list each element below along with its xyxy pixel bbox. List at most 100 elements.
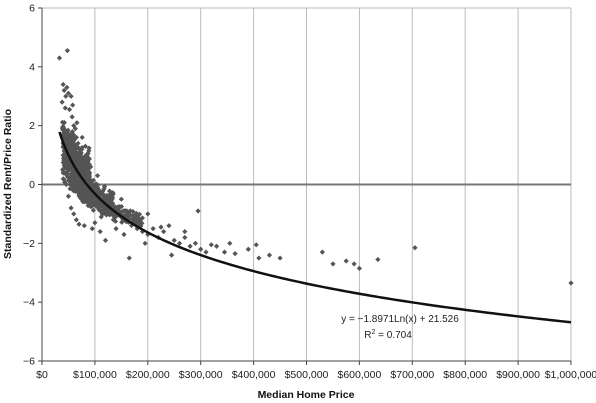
y-axis-title: Standardized Rent/Price Ratio <box>2 109 14 259</box>
data-point <box>171 237 177 243</box>
data-point <box>182 234 188 241</box>
data-point <box>176 240 183 246</box>
data-point <box>213 243 220 249</box>
data-point <box>97 228 103 235</box>
x-tick-label: $700,000 <box>390 369 434 381</box>
y-tick-label: 0 <box>29 179 35 191</box>
data-point <box>568 280 574 286</box>
data-point <box>94 203 100 210</box>
trendline <box>58 131 572 324</box>
data-point <box>72 126 78 132</box>
data-point <box>158 224 164 230</box>
data-point <box>71 146 77 152</box>
data-point <box>198 246 204 252</box>
data-point <box>351 261 357 267</box>
x-tick-label: $200,000 <box>126 369 170 381</box>
data-point <box>77 167 83 173</box>
data-point <box>73 134 79 141</box>
x-tick-label: $100,000 <box>73 369 117 381</box>
data-point <box>59 119 66 125</box>
y-tick-label: −4 <box>23 297 35 309</box>
data-point <box>187 243 193 249</box>
data-point <box>80 161 86 167</box>
data-point <box>108 190 114 196</box>
data-point <box>63 93 69 99</box>
data-point <box>182 228 188 235</box>
data-point <box>100 188 106 194</box>
data-point <box>63 181 69 188</box>
data-point <box>266 252 273 258</box>
data-point <box>61 133 67 139</box>
data-point <box>221 249 228 255</box>
data-point <box>145 211 151 217</box>
y-tick-label: 4 <box>29 61 35 73</box>
data-point <box>59 99 65 105</box>
x-tick-label: $0 <box>36 369 48 381</box>
data-point <box>62 105 68 111</box>
data-point <box>87 170 93 176</box>
data-point <box>89 181 95 188</box>
data-point <box>126 255 132 261</box>
data-point <box>75 155 81 161</box>
data-point <box>69 114 75 120</box>
data-point <box>96 187 102 193</box>
data-point <box>81 223 87 229</box>
data-point <box>73 217 79 223</box>
data-point <box>65 171 71 177</box>
data-point <box>75 140 81 146</box>
data-point <box>83 152 89 158</box>
data-point <box>73 160 80 166</box>
data-point <box>208 242 214 248</box>
data-point <box>256 255 262 261</box>
data-point <box>330 261 336 267</box>
data-point <box>60 176 66 182</box>
data-point <box>87 197 93 203</box>
data-point <box>85 190 91 196</box>
data-point <box>64 84 70 91</box>
data-point <box>79 134 85 141</box>
data-point <box>85 155 92 161</box>
data-point <box>130 213 136 219</box>
data-point <box>68 93 74 99</box>
data-point <box>119 219 125 225</box>
data-point <box>72 188 78 194</box>
data-point <box>232 251 238 257</box>
x-tick-label: $1,000,000 <box>545 369 596 381</box>
r-squared-label: R2 = 0.704 <box>364 329 412 341</box>
data-point <box>122 208 128 214</box>
data-point <box>61 87 67 93</box>
data-point <box>76 146 82 152</box>
data-point <box>77 183 83 189</box>
data-point <box>60 81 66 88</box>
data-point <box>82 172 89 178</box>
data-point <box>64 48 70 54</box>
data-point <box>123 211 129 218</box>
data-point <box>110 217 117 223</box>
y-tick-label: −6 <box>23 356 35 368</box>
data-point <box>227 240 233 246</box>
data-point <box>70 149 77 155</box>
data-point <box>113 226 119 232</box>
x-tick-label: $600,000 <box>338 369 382 381</box>
data-point <box>343 258 349 264</box>
data-point <box>60 123 66 130</box>
data-point <box>70 142 76 149</box>
data-point <box>105 211 111 217</box>
y-tick-label: 6 <box>29 3 35 15</box>
data-point <box>375 256 381 263</box>
data-point <box>253 242 259 248</box>
data-point <box>102 237 109 243</box>
data-point <box>66 106 73 113</box>
r-squared-superscript: 2 <box>371 329 375 336</box>
data-point <box>71 211 77 217</box>
r-squared-prefix: R <box>364 330 371 341</box>
data-point <box>62 128 68 135</box>
data-point <box>56 55 63 61</box>
data-point <box>127 208 133 214</box>
x-tick-label: $800,000 <box>443 369 487 381</box>
data-point <box>412 245 418 251</box>
data-point <box>192 240 199 246</box>
data-point <box>195 208 201 214</box>
data-point <box>89 226 95 232</box>
x-tick-label: $300,000 <box>179 369 223 381</box>
